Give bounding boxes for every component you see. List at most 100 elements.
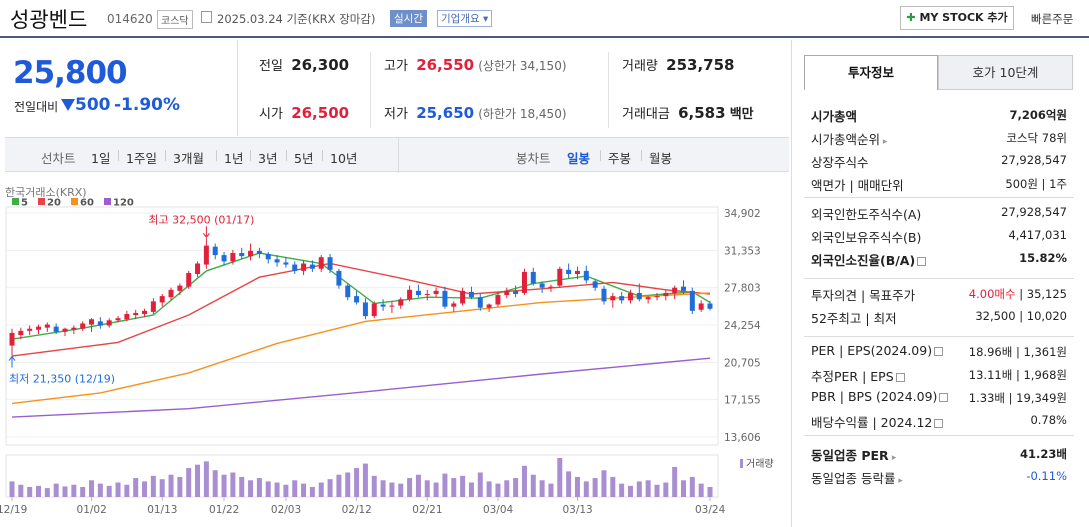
volume-bar <box>566 471 572 497</box>
candle-body <box>256 250 262 255</box>
chevron-right-icon: ▸ <box>888 453 897 463</box>
volume-bar <box>18 484 24 497</box>
y-tick-label: 24,254 <box>724 320 761 332</box>
x-tick-label: 01/02 <box>77 504 107 516</box>
info-row[interactable]: 동일업종 PER ▸ 41.23배 <box>811 445 1067 465</box>
period-10y[interactable]: 10년 <box>330 151 358 166</box>
candle-body <box>689 290 695 311</box>
candle-body <box>221 255 227 262</box>
chart-annotations: 최고 32,500 (01/17) 최저 21,350 (12/19) <box>8 213 254 386</box>
period-1d[interactable]: 1일 <box>91 151 111 166</box>
period-5y[interactable]: 5년 <box>294 151 314 166</box>
mystock-add-button[interactable]: ✚ MY STOCK 추가 <box>900 6 1014 30</box>
help-icon[interactable] <box>939 393 949 402</box>
chevron-right-icon: ▸ <box>895 476 903 486</box>
prev-close-label: 전일 <box>259 59 283 74</box>
stock-chart[interactable]: 한국거래소(KRX) 5 20 60 120 최고 32,500 (01/17) 최저 … <box>0 175 790 527</box>
candle-body <box>460 290 466 304</box>
tab-investment-info[interactable]: 투자정보 <box>804 55 938 90</box>
info-row[interactable]: 동일업종 등락률 ▸ -0.11% <box>811 468 1067 488</box>
info-value: 7,206억원 <box>1009 108 1067 122</box>
volume-bar <box>610 476 616 497</box>
period-1w[interactable]: 1주일 <box>126 151 157 166</box>
volume-bars: 거래량 <box>5 454 774 498</box>
candles <box>9 238 713 356</box>
volume-bar <box>557 458 563 497</box>
help-icon[interactable] <box>934 347 944 356</box>
volume-bar <box>230 472 236 497</box>
period-weekly[interactable]: 주봉 <box>608 151 632 166</box>
candle-body <box>124 313 130 320</box>
legend-label: 5 <box>21 198 28 209</box>
candle-body <box>274 259 280 263</box>
info-key: 외국인한도주식수(A) <box>811 207 922 222</box>
ma120-line <box>11 357 711 418</box>
change-value: 500 <box>61 95 111 115</box>
info-row: 외국인한도주식수(A) 27,928,547 <box>811 204 1067 224</box>
candle-body <box>442 290 448 307</box>
volume-frame <box>5 454 719 498</box>
info-key: 배당수익률 | 2024.12 <box>811 412 944 431</box>
company-info-dropdown[interactable]: 기업개요 ▾ <box>437 10 493 27</box>
volume-bar <box>504 480 510 497</box>
low-annotation: 최저 21,350 (12/19) <box>9 373 115 386</box>
candle-body <box>477 297 483 308</box>
info-key: 52주최고 | 최저 <box>811 311 897 326</box>
mystock-label: MY STOCK 추가 <box>919 11 1008 24</box>
candle-body <box>672 287 678 293</box>
candle-body <box>168 289 174 298</box>
period-3m[interactable]: 3개월 <box>173 151 204 166</box>
help-icon[interactable] <box>895 373 905 382</box>
volume-bar <box>36 485 42 497</box>
candle-body <box>159 296 165 303</box>
period-1y[interactable]: 1년 <box>224 151 244 166</box>
volume-bar <box>53 483 59 497</box>
info-key: 동일업종 등락률 ▸ <box>811 471 903 486</box>
candle-body <box>142 310 148 314</box>
x-tick-label: 03/04 <box>483 504 514 516</box>
info-row[interactable]: 시가총액순위 ▸ 코스닥 78위 <box>811 129 1067 149</box>
tab-orderbook[interactable]: 호가 10단계 <box>938 55 1073 90</box>
quote-date: 2025.03.24 기준(KRX 장마감) <box>217 12 376 26</box>
volume-value: 253,758 <box>666 56 735 74</box>
volume-bar <box>80 486 86 497</box>
volume-bar <box>142 481 148 497</box>
period-monthly[interactable]: 월봉 <box>649 151 673 166</box>
volume-bar <box>627 485 633 497</box>
candle-body <box>698 303 704 310</box>
volume-bar <box>663 482 669 497</box>
y-tick-label: 17,155 <box>724 395 761 407</box>
volume-bar <box>203 461 209 497</box>
candle-body <box>195 263 201 275</box>
info-row: 52주최고 | 최저 32,500 | 10,020 <box>811 308 1067 328</box>
volume-bar <box>468 482 474 497</box>
chevron-right-icon: ▸ <box>880 137 888 147</box>
info-value: 코스닥 78위 <box>1006 131 1067 145</box>
high-value: 26,550 <box>416 56 475 74</box>
quick-order-link[interactable]: 빠른주문 <box>1031 12 1074 26</box>
change-amount: 500 <box>75 95 111 115</box>
realtime-button[interactable]: 실시간 <box>390 10 427 27</box>
volume-bar <box>106 485 112 497</box>
current-price: 25,800 <box>13 55 128 91</box>
x-tick-label: 02/21 <box>412 504 442 516</box>
market-badge: 코스닥 <box>157 10 193 29</box>
candle-body <box>424 294 430 296</box>
moving-averages <box>11 252 711 418</box>
period-daily[interactable]: 일봉 <box>567 151 591 166</box>
period-3y[interactable]: 3년 <box>258 151 278 166</box>
candle-body <box>53 326 59 332</box>
volume-bar <box>521 465 527 497</box>
candle-body <box>468 291 474 298</box>
change-label: 전일대비 <box>14 100 59 114</box>
candle-body <box>177 285 183 291</box>
upper-limit: (상한가 34,150) <box>478 59 567 73</box>
help-icon[interactable] <box>917 257 927 266</box>
help-icon[interactable] <box>934 419 944 428</box>
stock-header: 성광벤드 014620 코스닥 2025.03.24 기준(KRX 장마감) 실… <box>0 0 1089 38</box>
volume-bar <box>680 480 686 497</box>
volume-bar <box>407 478 413 497</box>
candle-body <box>610 296 616 301</box>
volume-bar <box>354 468 360 497</box>
chart-source: 한국거래소(KRX) <box>5 186 87 199</box>
